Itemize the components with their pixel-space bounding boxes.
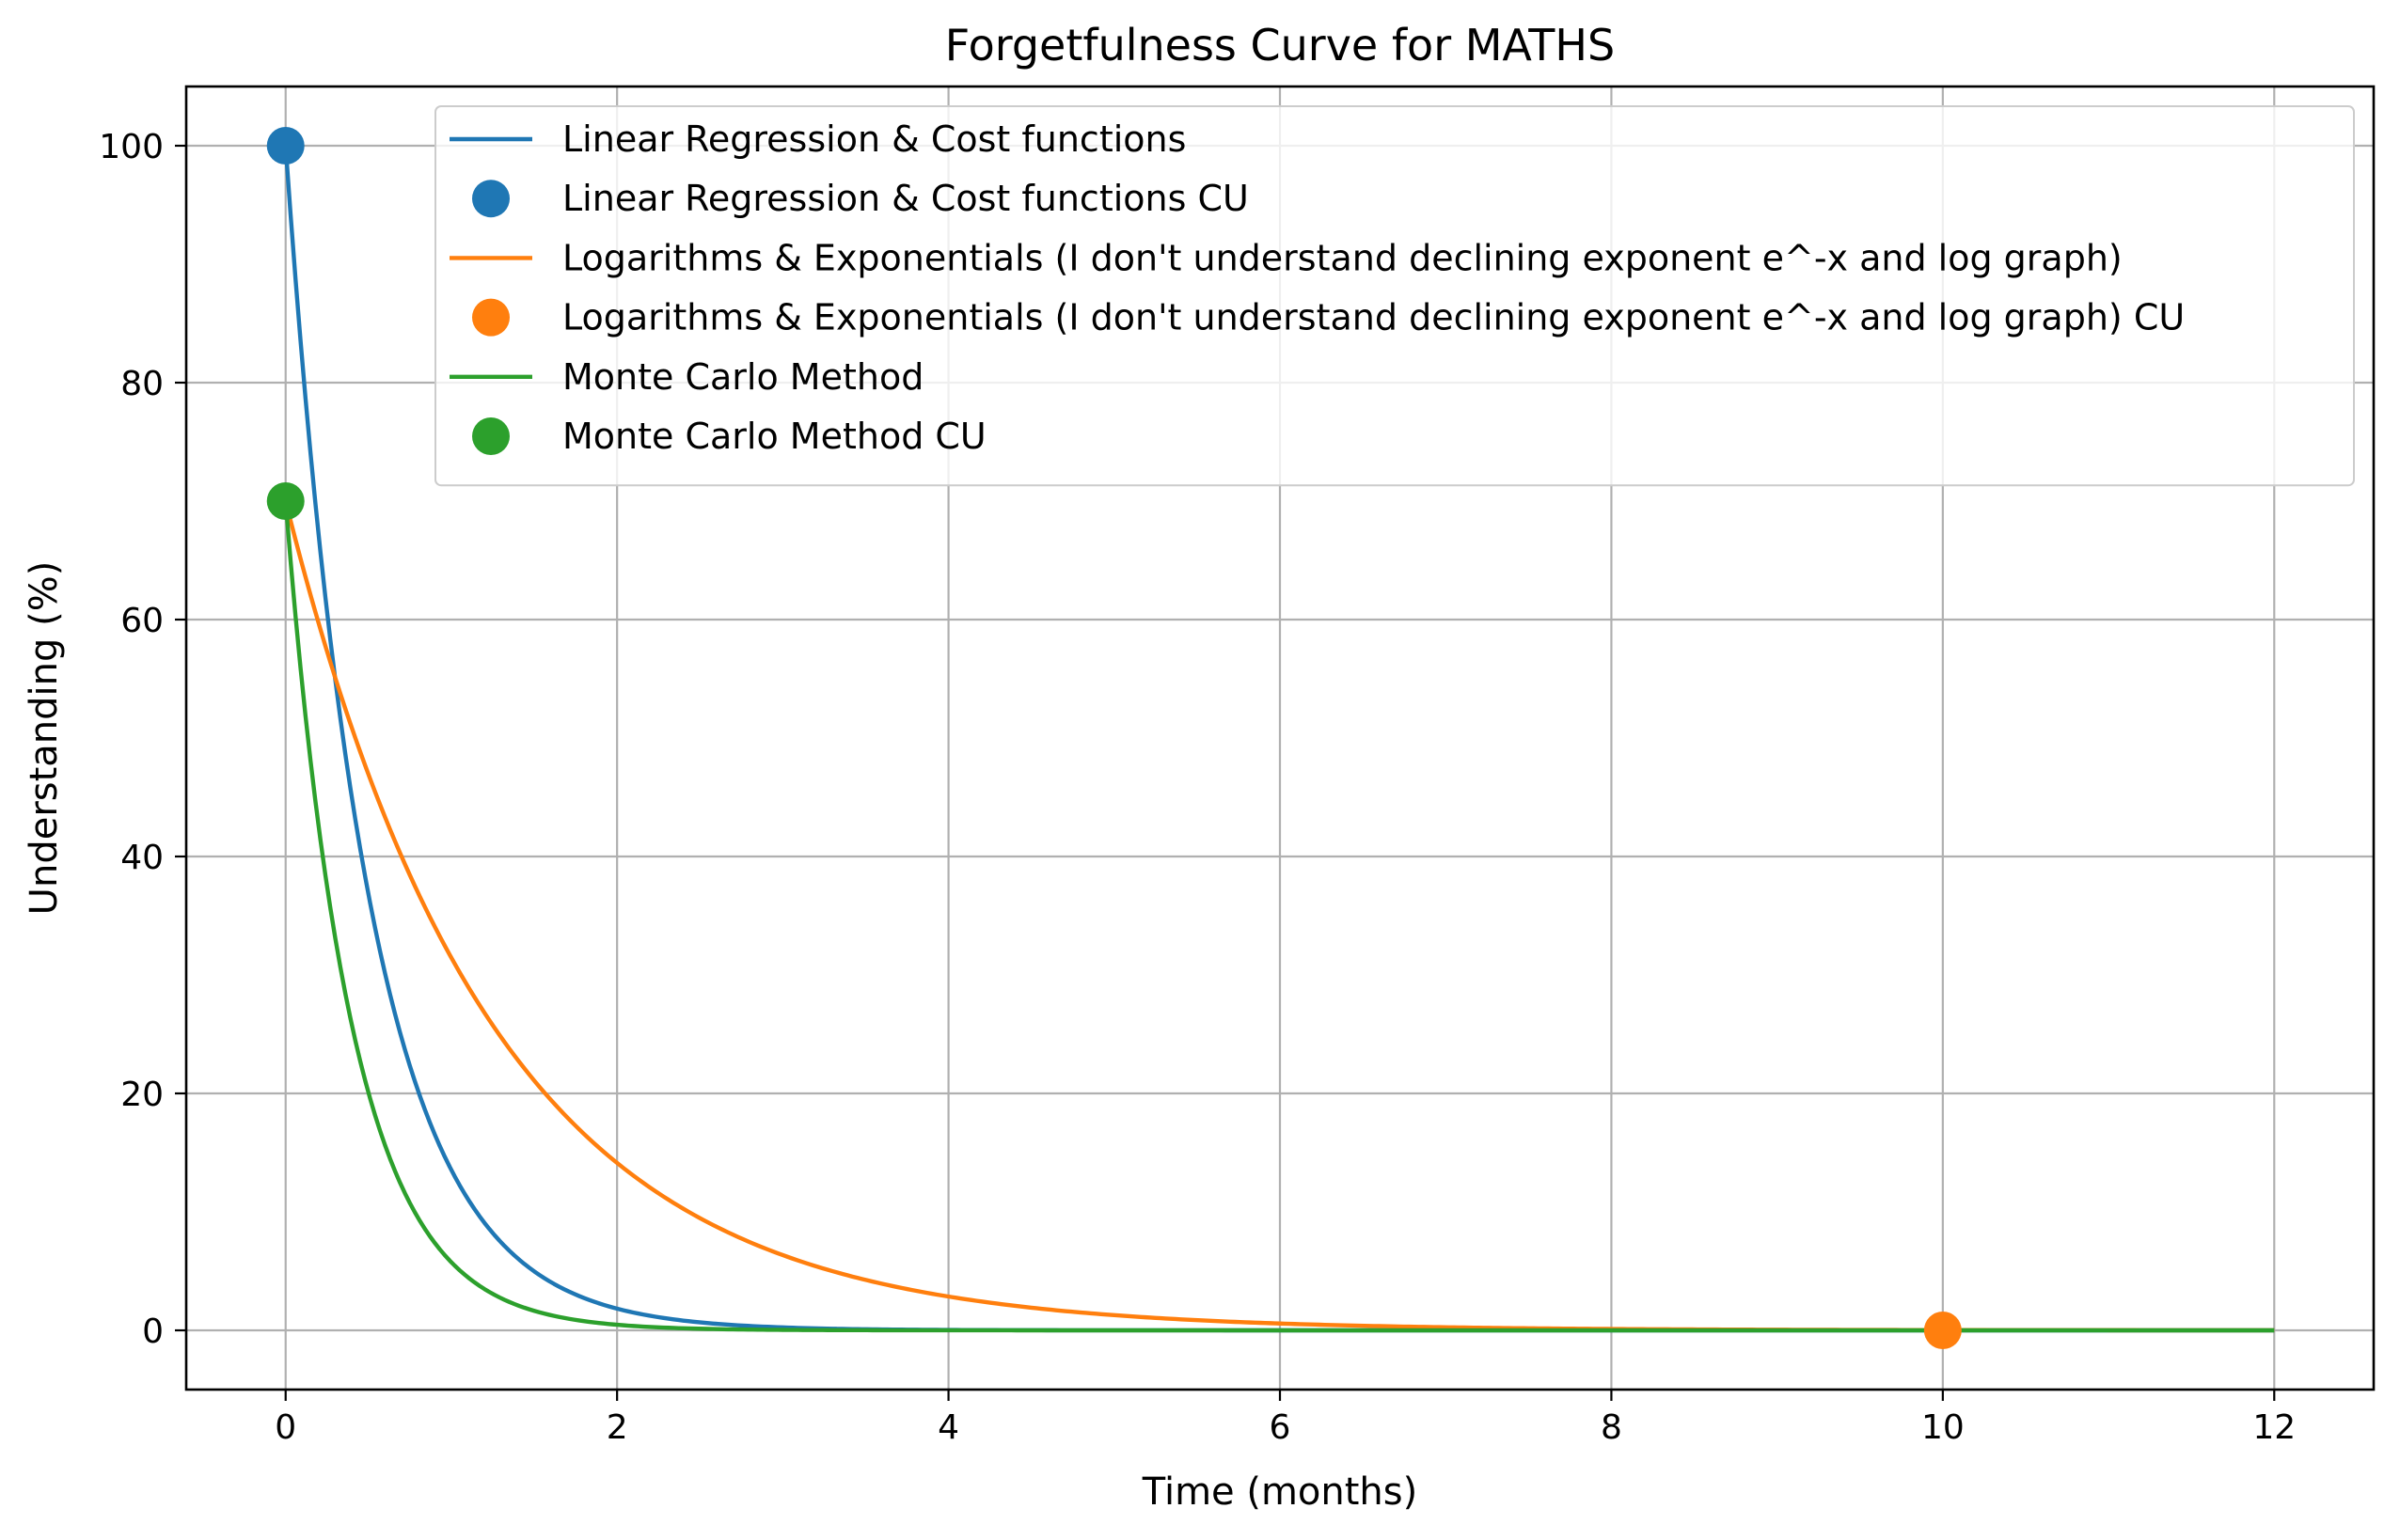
x-tick-label: 6 xyxy=(1270,1408,1291,1447)
y-tick-label: 60 xyxy=(120,602,164,640)
axis-ticks: 0 2 4 6 8 10 12 0 20 40 60 80 100 xyxy=(99,128,2296,1447)
y-tick-label: 0 xyxy=(142,1312,164,1351)
y-tick-label: 40 xyxy=(120,839,164,877)
legend-entry-label: Logarithms & Exponentials (I don't under… xyxy=(562,237,2123,278)
legend-entry-label: Linear Regression & Cost functions CU xyxy=(562,178,1249,219)
legend-marker xyxy=(472,417,510,455)
x-tick-label: 10 xyxy=(1921,1408,1965,1447)
y-axis-label: Understanding (%) xyxy=(23,561,66,916)
x-tick-label: 0 xyxy=(275,1408,296,1447)
y-tick-label: 20 xyxy=(120,1076,164,1114)
x-tick-label: 4 xyxy=(938,1408,959,1447)
legend-box xyxy=(434,105,2355,487)
legend-entry-label: Logarithms & Exponentials (I don't under… xyxy=(562,297,2185,338)
x-tick-label: 8 xyxy=(1601,1408,1622,1447)
series-marker xyxy=(266,127,305,165)
y-tick-label: 80 xyxy=(120,365,164,403)
series-layer xyxy=(266,127,2275,1349)
series-marker xyxy=(266,482,305,520)
x-axis-label: Time (months) xyxy=(1142,1470,1417,1514)
chart-title: Forgetfulness Curve for MATHS xyxy=(945,20,1615,71)
legend-marker xyxy=(472,180,510,218)
legend: Linear Regression & Cost functions Linear… xyxy=(434,105,2355,487)
x-tick-label: 2 xyxy=(607,1408,628,1447)
y-tick-label: 100 xyxy=(99,128,164,166)
legend-entry-label: Monte Carlo Method xyxy=(562,356,924,398)
series-marker xyxy=(1923,1312,1962,1349)
legend-entry-label: Monte Carlo Method CU xyxy=(562,416,987,457)
legend-entry-label: Linear Regression & Cost functions xyxy=(562,118,1186,160)
legend-marker xyxy=(472,298,510,337)
x-tick-label: 12 xyxy=(2252,1408,2296,1447)
